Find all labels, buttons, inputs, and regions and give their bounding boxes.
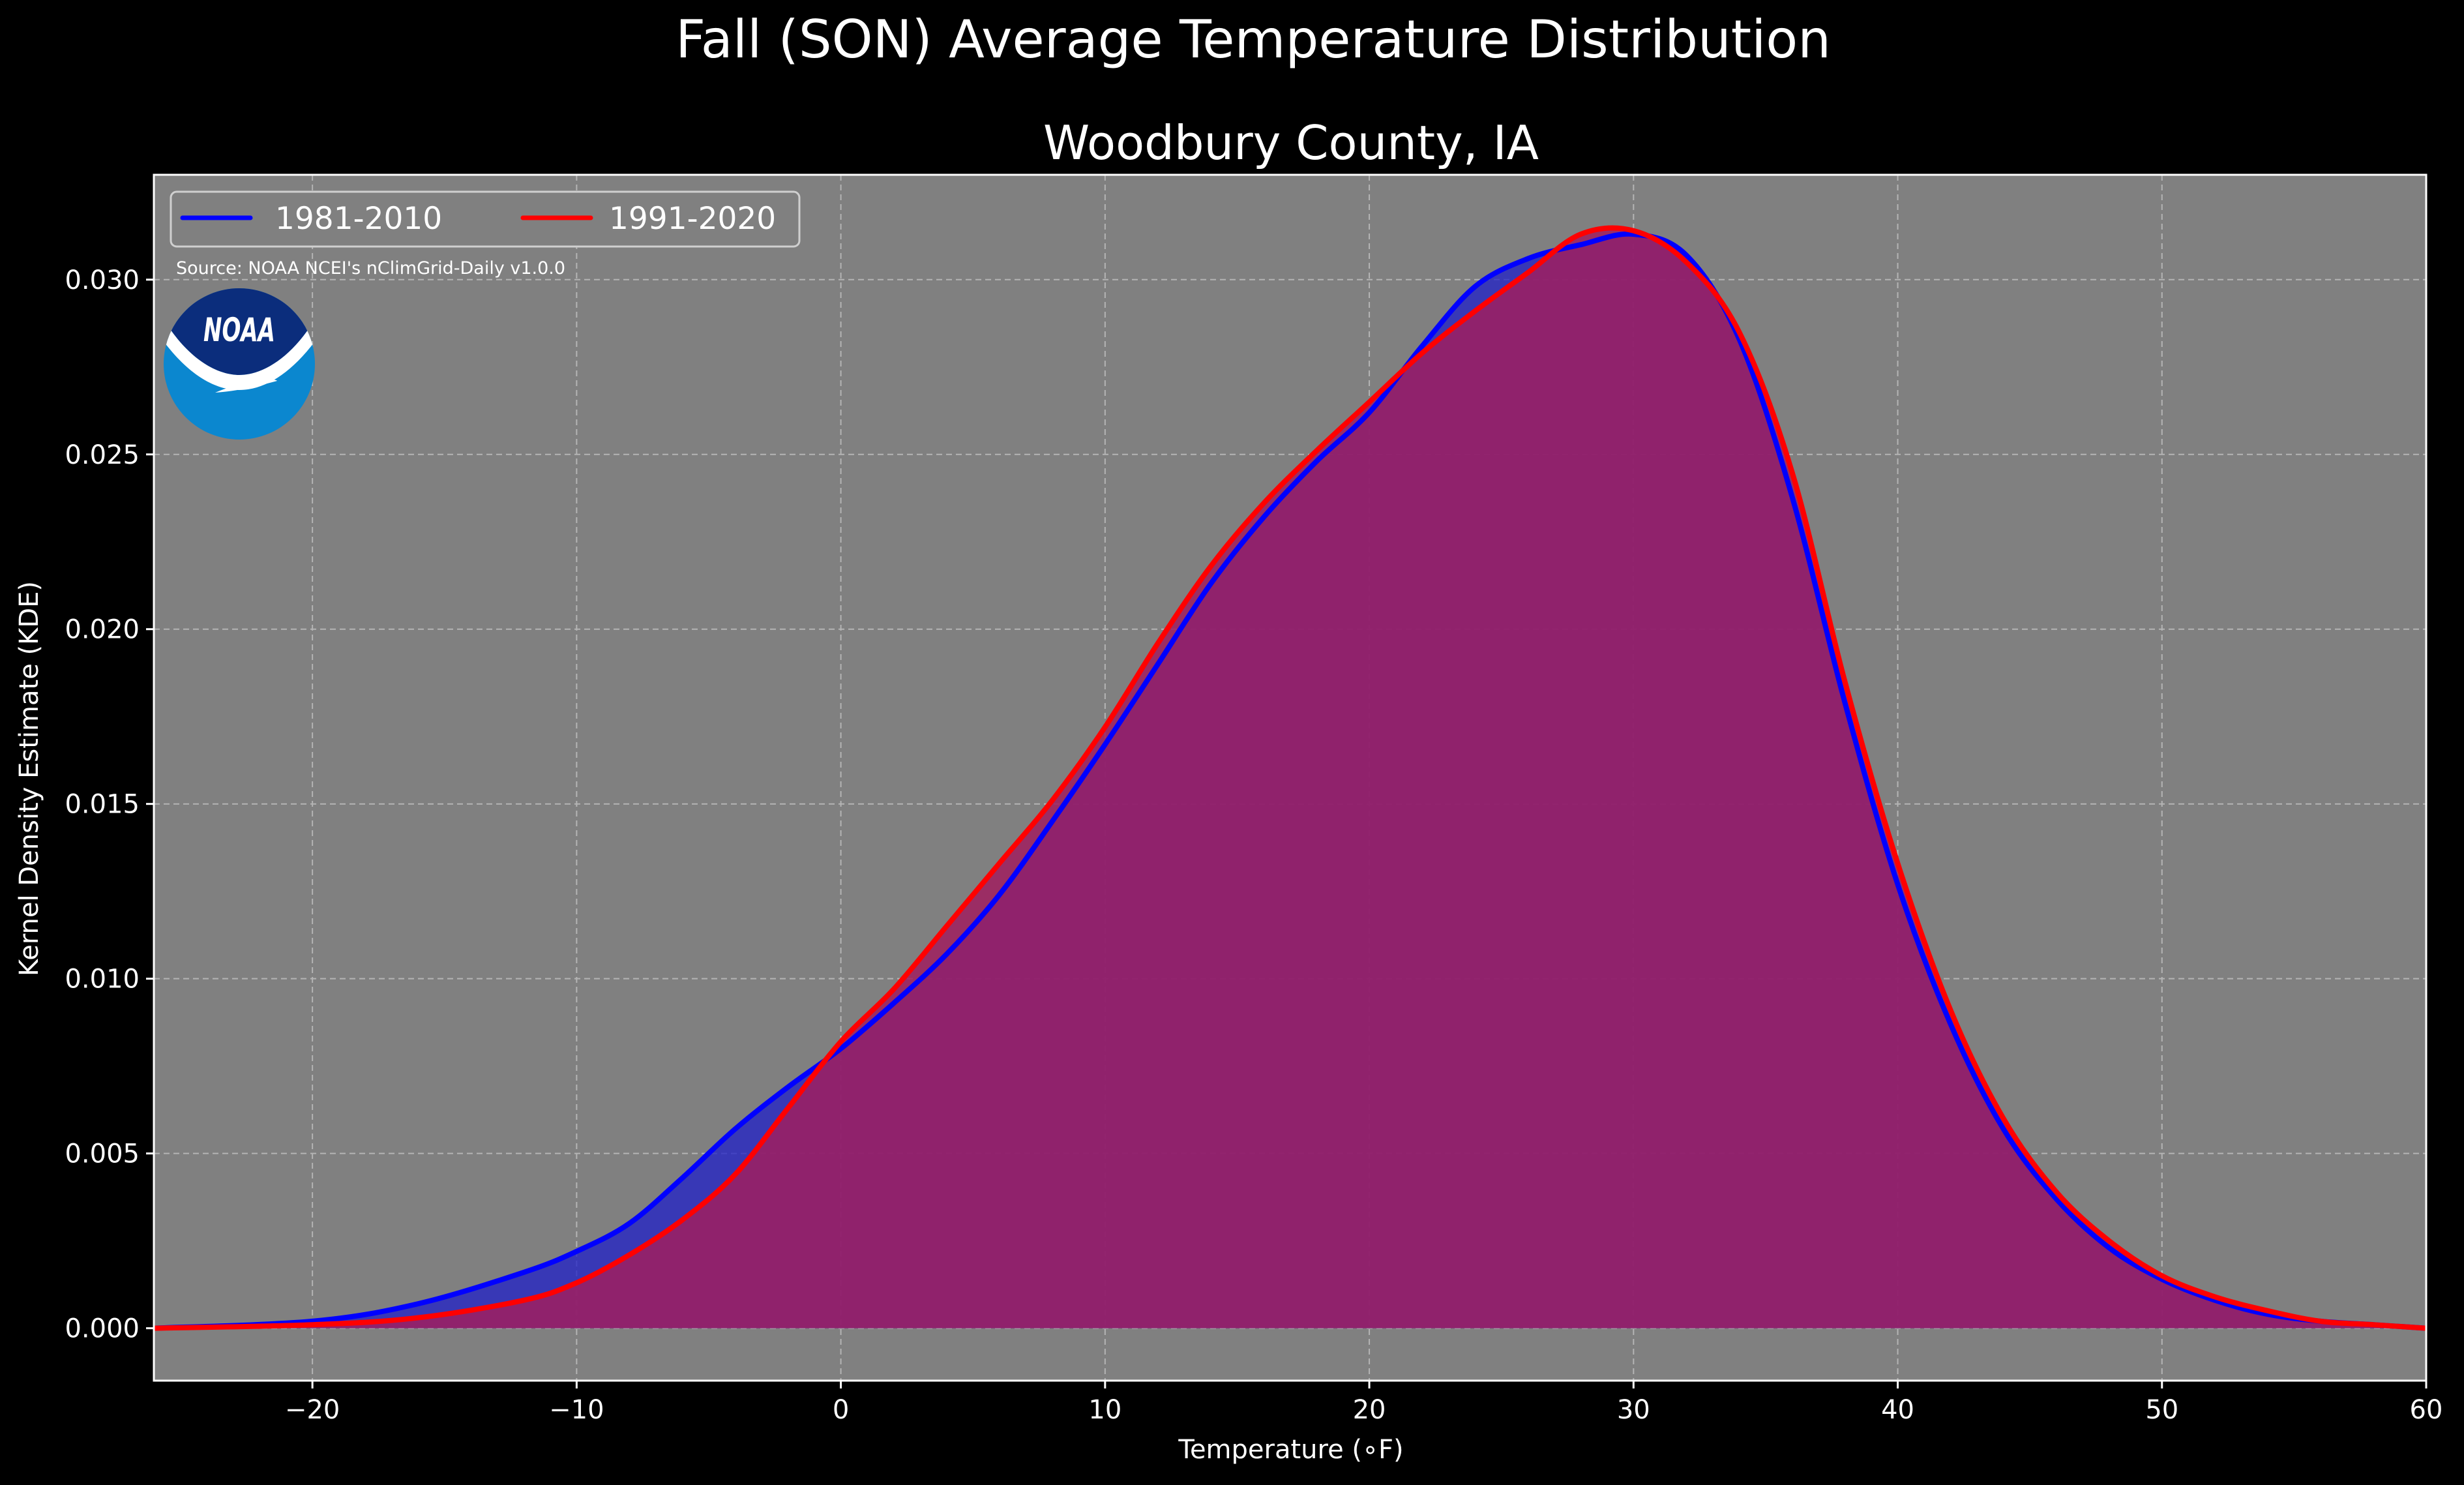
y-tick-label: 0.020 [65,615,140,645]
noaa-logo-text: NOAA [203,311,275,349]
x-axis-label: Temperature (∘F) [1178,1435,1403,1465]
x-tick-label: 40 [1881,1395,1914,1425]
x-axis-ticks: −20 −10 0 10 20 30 40 50 60 [285,1381,2443,1425]
x-tick-label: −20 [285,1395,340,1425]
x-tick-label: 0 [833,1395,849,1425]
x-tick-label: −10 [549,1395,604,1425]
legend-label-1991-2020: 1991-2020 [609,201,776,237]
series-1991-2020-line [153,225,2427,1331]
y-tick-label: 0.010 [65,965,140,995]
y-axis-label: Kernel Density Estimate (KDE) [14,581,44,976]
figure-title: Fall (SON) Average Temperature Distribut… [675,9,1831,70]
x-tick-label: 50 [2145,1395,2178,1425]
legend-label-1981-2010: 1981-2010 [275,201,442,237]
x-tick-label: 20 [1353,1395,1386,1425]
series-1991-2020-fill [154,228,2426,1328]
legend: 1981-2010 1991-2020 [170,190,801,248]
series-lines [153,225,2427,1331]
y-axis-ticks: 0.000 0.005 0.010 0.015 0.020 0.025 0.030 [65,265,154,1344]
y-tick-label: 0.015 [65,790,140,820]
x-tick-label: 10 [1088,1395,1121,1425]
chart-title: Woodbury County, IA [1043,115,1539,170]
noaa-logo: NOAA [164,288,315,440]
y-tick-label: 0.005 [65,1139,140,1169]
y-tick-label: 0.000 [65,1314,140,1344]
plot-frame [153,173,2427,1382]
legend-box [170,190,801,248]
x-tick-label: 60 [2410,1395,2443,1425]
y-tick-label: 0.025 [65,440,140,470]
y-tick-label: 0.030 [65,265,140,295]
series-fills [154,228,2426,1328]
source-note: Source: NOAA NCEI's nClimGrid-Daily v1.0… [176,258,565,278]
x-tick-label: 30 [1617,1395,1650,1425]
